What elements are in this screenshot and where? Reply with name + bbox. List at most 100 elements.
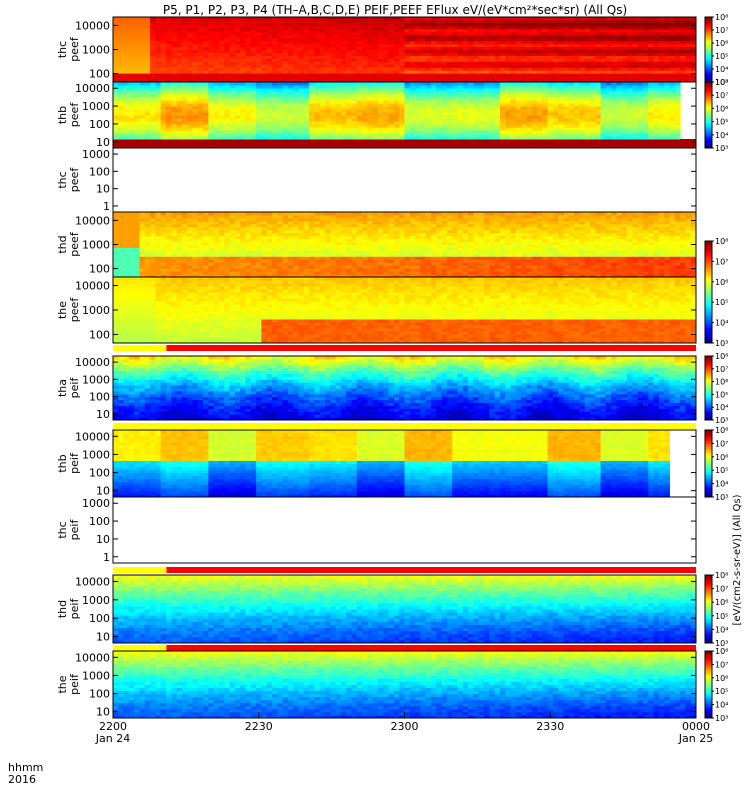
- heatmap-cell: [214, 127, 220, 131]
- heatmap-cell: [330, 38, 336, 41]
- heatmap-cell: [595, 94, 601, 98]
- heatmap-cell: [643, 112, 649, 116]
- heatmap-cell: [468, 55, 474, 58]
- heatmap-cell: [150, 76, 156, 79]
- heatmap-cell: [320, 124, 326, 128]
- heatmap-cell: [150, 124, 156, 128]
- heatmap-cell: [256, 130, 262, 134]
- heatmap-cell: [473, 118, 479, 122]
- heatmap-cell: [193, 103, 199, 107]
- heatmap-cell: [309, 136, 315, 140]
- heatmap-cell: [643, 64, 649, 67]
- heatmap-cell: [246, 130, 252, 134]
- heatmap-cell: [277, 118, 283, 122]
- heatmap-cell: [590, 50, 596, 53]
- heatmap-cell: [219, 50, 225, 53]
- heatmap-cell: [150, 103, 156, 107]
- heatmap-cell: [664, 133, 670, 137]
- heatmap-cell: [468, 38, 474, 41]
- heatmap-cell: [336, 55, 342, 58]
- heatmap-cell: [367, 76, 373, 79]
- heatmap-cell: [463, 112, 469, 116]
- heatmap-cell: [299, 32, 305, 35]
- heatmap-cell: [314, 17, 320, 20]
- heatmap-cell: [325, 50, 331, 53]
- heatmap-cell: [516, 82, 522, 86]
- heatmap-cell: [442, 85, 448, 89]
- heatmap-cell: [394, 61, 400, 64]
- heatmap-cell: [664, 130, 670, 134]
- heatmap-cell: [622, 85, 628, 89]
- heatmap-cell: [113, 94, 119, 98]
- heatmap-cell: [309, 109, 315, 113]
- heatmap-cell: [484, 133, 490, 137]
- heatmap-cell: [617, 136, 623, 140]
- heatmap-cell: [367, 136, 373, 140]
- heatmap-cell: [664, 124, 670, 128]
- heatmap-cell: [638, 55, 644, 58]
- heatmap-cell: [569, 136, 575, 140]
- heatmap-cell: [648, 20, 654, 23]
- heatmap-cell: [585, 91, 591, 95]
- heatmap-cell: [595, 97, 601, 101]
- heatmap-cell: [537, 58, 543, 61]
- heatmap-cell: [256, 127, 262, 131]
- heatmap-cell: [643, 139, 649, 143]
- heatmap-cell: [553, 61, 559, 64]
- heatmap-cell: [606, 82, 612, 86]
- heatmap-cell: [447, 133, 453, 137]
- heatmap-cell: [378, 127, 384, 131]
- heatmap-cell: [341, 52, 347, 55]
- heatmap-cell: [235, 97, 241, 101]
- heatmap-cell: [617, 73, 623, 76]
- heatmap-cell: [293, 109, 299, 113]
- heatmap-cell: [320, 142, 326, 146]
- heatmap-cell: [240, 32, 246, 35]
- heatmap-cell: [521, 118, 527, 122]
- heatmap-cell: [611, 73, 617, 76]
- heatmap-cell: [383, 76, 389, 79]
- heatmap-cell: [140, 212, 146, 215]
- heatmap-cell: [659, 61, 665, 64]
- heatmap-cell: [458, 139, 464, 143]
- heatmap-cell: [155, 61, 161, 64]
- heatmap-cell: [526, 112, 532, 116]
- heatmap-cell: [256, 82, 262, 86]
- heatmap-cell: [622, 118, 628, 122]
- heatmap-cell: [526, 52, 532, 55]
- heatmap-cell: [670, 100, 676, 104]
- heatmap-cell: [304, 88, 310, 92]
- heatmap-cell: [373, 88, 379, 92]
- heatmap-cell: [272, 106, 278, 110]
- heatmap-cell: [670, 35, 676, 38]
- heatmap-cell: [394, 58, 400, 61]
- heatmap-cell: [601, 124, 607, 128]
- heatmap-cell: [685, 52, 691, 55]
- heatmap-cell: [473, 130, 479, 134]
- heatmap-cell: [235, 32, 241, 35]
- heatmap-cell: [479, 17, 485, 20]
- heatmap-cell: [113, 58, 119, 61]
- heatmap-cell: [383, 118, 389, 122]
- heatmap-cell: [399, 121, 405, 125]
- heatmap-cell: [277, 139, 283, 143]
- heatmap-cell: [468, 88, 474, 92]
- heatmap-cell: [601, 100, 607, 104]
- heatmap-cell: [521, 47, 527, 50]
- heatmap-cell: [564, 58, 570, 61]
- heatmap-cell: [293, 82, 299, 86]
- heatmap-cell: [521, 73, 527, 76]
- heatmap-cell: [452, 88, 458, 92]
- heatmap-cell: [622, 55, 628, 58]
- heatmap-cell: [389, 139, 395, 143]
- heatmap-cell: [521, 50, 527, 53]
- heatmap-cell: [182, 109, 188, 113]
- heatmap-cell: [632, 136, 638, 140]
- heatmap-cell: [505, 47, 511, 50]
- heatmap-cell: [134, 218, 140, 221]
- heatmap-cell: [155, 106, 161, 110]
- heatmap-cell: [346, 112, 352, 116]
- heatmap-cell: [309, 127, 315, 131]
- heatmap-cell: [230, 52, 236, 55]
- heatmap-cell: [214, 38, 220, 41]
